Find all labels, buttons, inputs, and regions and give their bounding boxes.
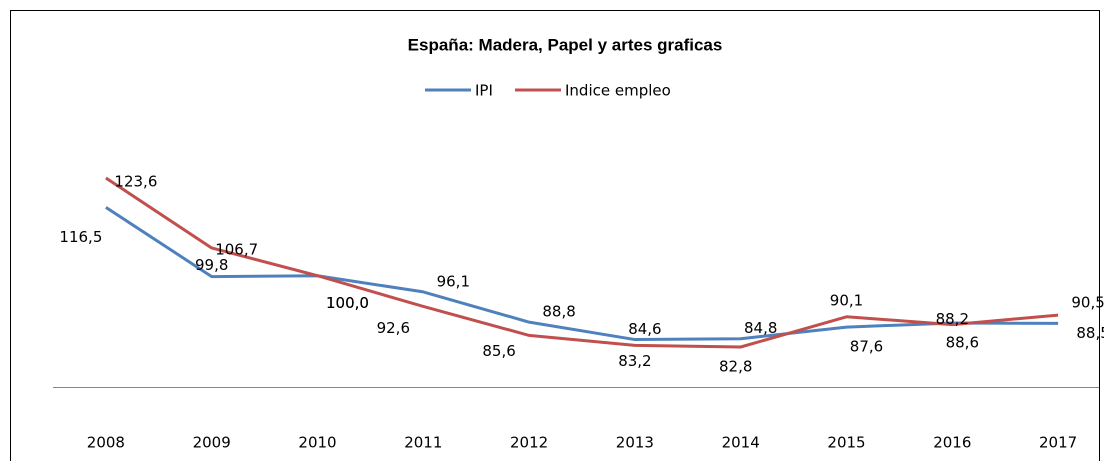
data-label: 88,2 <box>936 310 969 328</box>
data-label: 100,0 <box>326 294 369 312</box>
legend-label: IPI <box>475 82 493 100</box>
data-label: 85,6 <box>482 342 515 360</box>
x-tick-label: 2011 <box>404 434 442 452</box>
data-label: 99,8 <box>195 256 228 274</box>
data-label: 100,0 <box>326 294 369 312</box>
data-label: 123,6 <box>114 172 157 190</box>
x-tick-label: 2013 <box>616 434 654 452</box>
line-series <box>105 206 1059 342</box>
data-label: 88,6 <box>946 333 979 351</box>
chart-title: España: Madera, Papel y artes graficas <box>408 35 723 54</box>
legend-label: Indice empleo <box>565 82 671 100</box>
data-label: 88,8 <box>542 303 575 321</box>
data-label: 96,1 <box>437 272 470 290</box>
data-label: 88,5 <box>1076 324 1104 342</box>
line-series <box>105 176 1059 349</box>
data-label: 87,6 <box>850 338 883 356</box>
data-label: 90,5 <box>1071 294 1104 312</box>
x-tick-label: 2010 <box>298 434 336 452</box>
x-tick-label: 2015 <box>827 434 865 452</box>
data-label: 83,2 <box>618 352 651 370</box>
data-label: 82,8 <box>719 358 752 376</box>
x-tick-label: 2009 <box>193 434 231 452</box>
x-tick-label: 2012 <box>510 434 548 452</box>
x-tick-label: 2017 <box>1039 434 1077 452</box>
chart-frame <box>10 10 1100 461</box>
data-label: 116,5 <box>59 228 102 246</box>
data-label: 84,8 <box>744 319 777 337</box>
x-tick-label: 2016 <box>933 434 971 452</box>
x-tick-label: 2008 <box>87 434 125 452</box>
data-label: 84,6 <box>628 320 661 338</box>
x-tick-label: 2014 <box>722 434 760 452</box>
data-label: 106,7 <box>215 240 258 258</box>
data-label: 90,1 <box>830 291 863 309</box>
data-label: 92,6 <box>377 319 410 337</box>
